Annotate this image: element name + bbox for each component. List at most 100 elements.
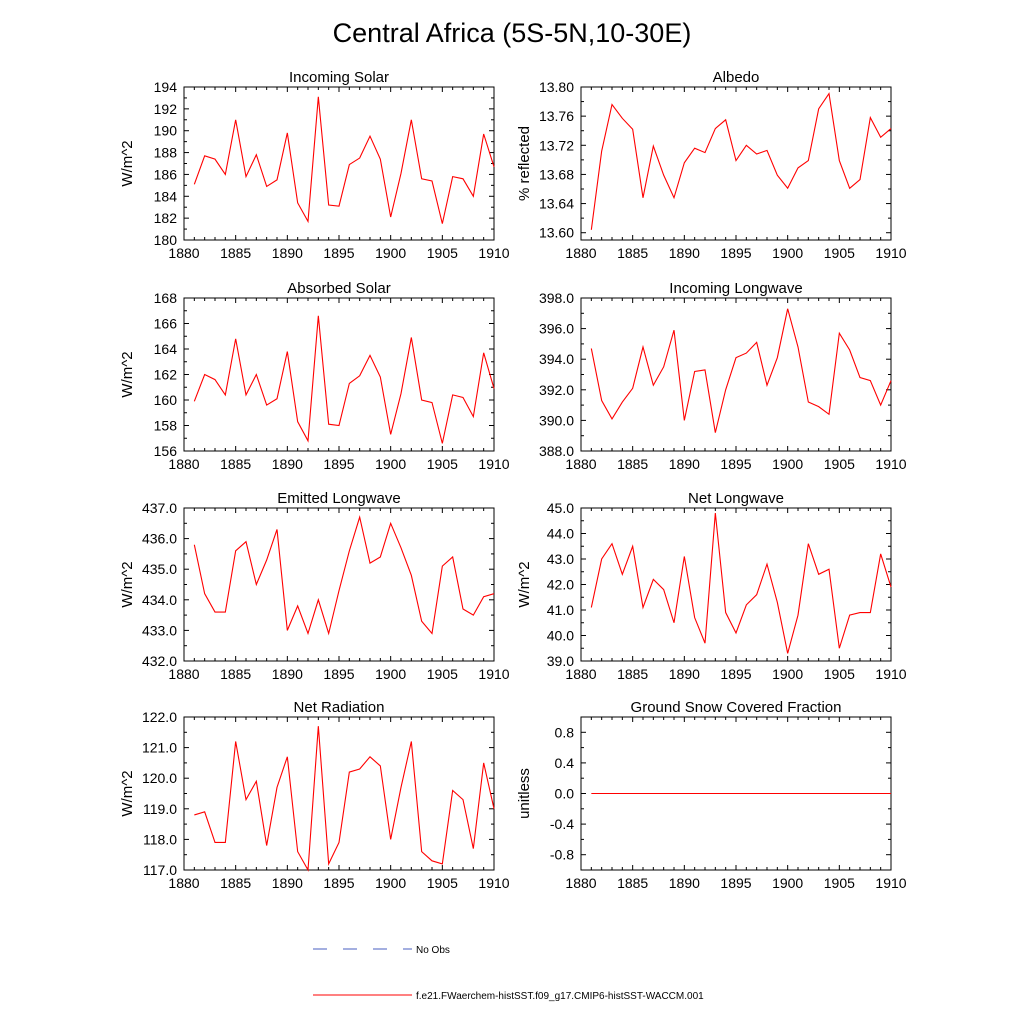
x-tick-label: 1880 bbox=[565, 875, 596, 891]
y-tick-label: 13.60 bbox=[539, 225, 574, 241]
x-tick-label: 1880 bbox=[168, 245, 199, 261]
chart-panel: Incoming Longwave 1880 1885 1890 1895 1900 190… bbox=[539, 280, 907, 472]
x-tick-label: 1910 bbox=[875, 875, 906, 891]
x-tick-label: 1905 bbox=[824, 875, 855, 891]
panel-title: Ground Snow Covered Fraction bbox=[631, 699, 842, 716]
panel-title: Incoming Longwave bbox=[669, 280, 802, 297]
plot-frame bbox=[580, 86, 892, 241]
x-tick-label: 1900 bbox=[772, 245, 803, 261]
chart-panel: Ground Snow Covered Fraction unitless 1880… bbox=[516, 699, 907, 891]
x-tick-label: 1895 bbox=[323, 666, 354, 682]
y-tick-label: 40.0 bbox=[547, 628, 574, 644]
y-tick-label: 41.0 bbox=[547, 602, 574, 618]
x-tick-label: 1885 bbox=[220, 456, 251, 472]
x-tick-label: 1895 bbox=[323, 456, 354, 472]
panel-title: Emitted Longwave bbox=[277, 490, 400, 507]
y-tick-label: 0.0 bbox=[555, 786, 575, 802]
x-tick-label: 1885 bbox=[220, 875, 251, 891]
panels: Incoming Solar W/m^2 1880 1885 1890 1895 1900 1… bbox=[119, 69, 907, 891]
x-tick-label: 1905 bbox=[427, 245, 458, 261]
x-tick-label: 1905 bbox=[824, 245, 855, 261]
y-tick-label: 0.8 bbox=[555, 724, 575, 740]
y-tick-label: 13.72 bbox=[539, 137, 574, 153]
y-tick-label: 434.0 bbox=[142, 592, 177, 608]
y-tick-label: -0.4 bbox=[550, 816, 574, 832]
y-tick-label: 13.76 bbox=[539, 108, 574, 124]
x-tick-label: 1890 bbox=[272, 456, 303, 472]
x-tick-label: 1890 bbox=[272, 666, 303, 682]
x-tick-label: 1895 bbox=[720, 456, 751, 472]
y-tick-label: 162 bbox=[154, 367, 178, 383]
y-tick-label: 13.68 bbox=[539, 166, 574, 182]
x-tick-label: 1905 bbox=[427, 666, 458, 682]
series-line bbox=[590, 308, 892, 433]
x-tick-label: 1885 bbox=[617, 875, 648, 891]
series-line bbox=[590, 92, 892, 230]
y-tick-label: 122.0 bbox=[142, 709, 177, 725]
y-tick-label: 392.0 bbox=[539, 382, 574, 398]
x-tick-label: 1880 bbox=[565, 666, 596, 682]
y-tick-label: 190 bbox=[154, 123, 178, 139]
panel-title: Albedo bbox=[713, 69, 760, 86]
chart-panel: Absorbed Solar W/m^2 1880 1885 1890 1895 1900 1… bbox=[119, 280, 510, 472]
series-line bbox=[193, 515, 495, 636]
x-tick-label: 1895 bbox=[720, 875, 751, 891]
chart-panel: Albedo % reflected 1880 1885 1890 1895 1900 190… bbox=[516, 69, 907, 261]
plot-frame bbox=[580, 507, 892, 662]
chart-panel: Net Longwave W/m^2 1880 1885 1890 1895 1900 190… bbox=[516, 490, 907, 682]
y-tick-label: -0.8 bbox=[550, 847, 574, 863]
plot-frame bbox=[183, 86, 495, 241]
x-tick-label: 1895 bbox=[323, 875, 354, 891]
x-tick-label: 1885 bbox=[617, 666, 648, 682]
panel-title: Incoming Solar bbox=[289, 69, 389, 86]
x-tick-label: 1910 bbox=[478, 666, 509, 682]
y-tick-label: 435.0 bbox=[142, 561, 177, 577]
y-tick-label: 156 bbox=[154, 443, 178, 459]
x-tick-label: 1890 bbox=[669, 666, 700, 682]
y-tick-label: 121.0 bbox=[142, 740, 177, 756]
plot-frame bbox=[183, 297, 495, 452]
x-tick-label: 1910 bbox=[875, 245, 906, 261]
x-tick-label: 1900 bbox=[375, 245, 406, 261]
y-tick-label: 394.0 bbox=[539, 351, 574, 367]
y-tick-label: 433.0 bbox=[142, 622, 177, 638]
panel-title: Net Longwave bbox=[688, 490, 784, 507]
y-tick-label: 186 bbox=[154, 166, 178, 182]
x-tick-label: 1900 bbox=[772, 875, 803, 891]
y-tick-label: 432.0 bbox=[142, 653, 177, 669]
y-tick-label: 119.0 bbox=[143, 801, 177, 817]
y-tick-label: 45.0 bbox=[547, 500, 574, 516]
x-tick-label: 1890 bbox=[272, 245, 303, 261]
y-tick-label: 396.0 bbox=[539, 321, 574, 337]
main-title: Central Africa (5S-5N,10-30E) bbox=[333, 18, 692, 48]
y-axis-label: W/m^2 bbox=[119, 770, 136, 816]
y-tick-label: 192 bbox=[154, 101, 178, 117]
y-tick-label: 188 bbox=[154, 145, 178, 161]
y-tick-label: 117.0 bbox=[143, 862, 177, 878]
y-tick-label: 180 bbox=[154, 232, 178, 248]
x-tick-label: 1905 bbox=[824, 666, 855, 682]
panel-title: Absorbed Solar bbox=[287, 280, 390, 297]
y-tick-label: 13.64 bbox=[539, 196, 574, 212]
y-tick-label: 158 bbox=[154, 418, 178, 434]
x-tick-label: 1880 bbox=[168, 456, 199, 472]
x-tick-label: 1905 bbox=[427, 456, 458, 472]
legend-obs-label: No Obs bbox=[416, 945, 450, 956]
x-tick-label: 1900 bbox=[375, 666, 406, 682]
chart-panel: Net Radiation W/m^2 1880 1885 1890 1895 1900 19… bbox=[119, 699, 510, 891]
x-tick-label: 1890 bbox=[669, 456, 700, 472]
y-tick-label: 194 bbox=[154, 79, 178, 95]
y-tick-label: 390.0 bbox=[539, 412, 574, 428]
y-axis-label: W/m^2 bbox=[119, 140, 136, 186]
y-axis-label: W/m^2 bbox=[516, 561, 533, 607]
y-tick-label: 160 bbox=[154, 392, 178, 408]
panel-title: Net Radiation bbox=[294, 699, 385, 716]
y-tick-label: 164 bbox=[154, 341, 178, 357]
x-tick-label: 1885 bbox=[220, 245, 251, 261]
y-axis-label: W/m^2 bbox=[119, 561, 136, 607]
y-tick-label: 168 bbox=[154, 290, 178, 306]
x-tick-label: 1905 bbox=[427, 875, 458, 891]
x-tick-label: 1910 bbox=[875, 666, 906, 682]
x-tick-label: 1895 bbox=[323, 245, 354, 261]
